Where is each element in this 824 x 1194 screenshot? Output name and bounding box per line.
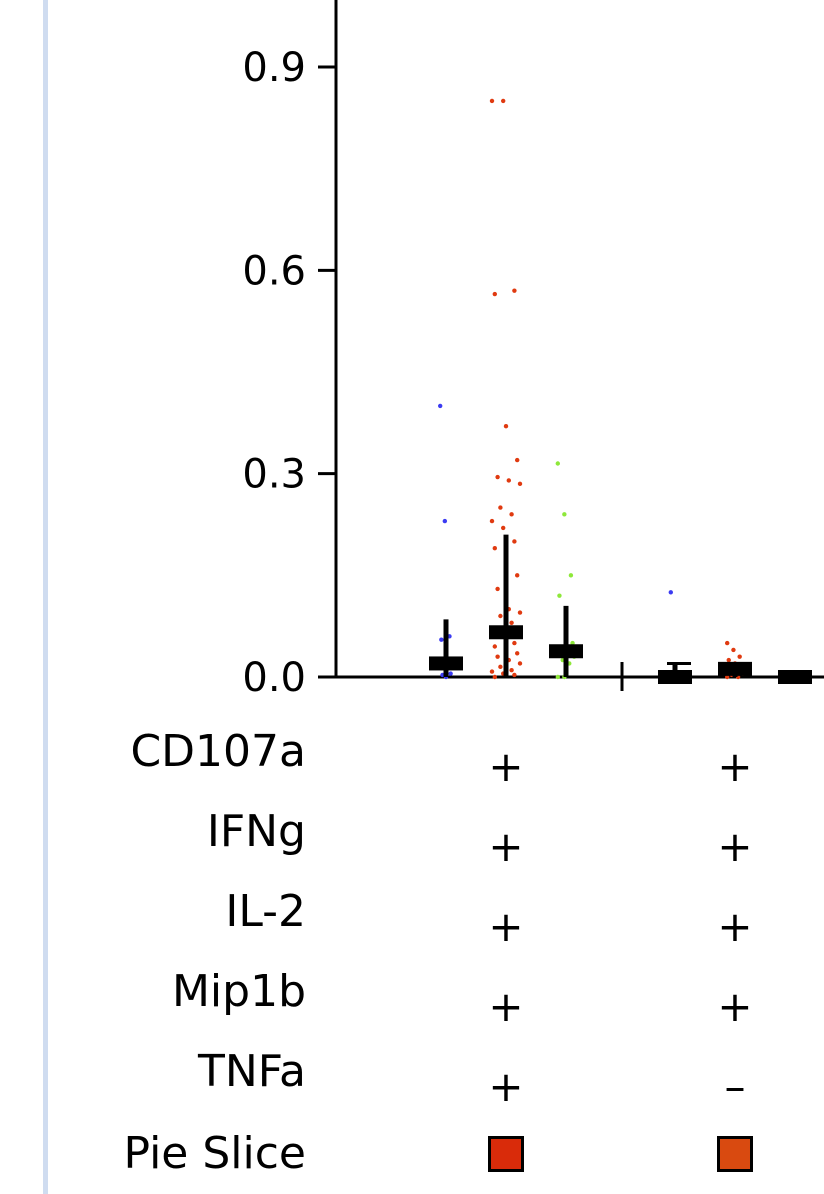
marker-sign: +	[717, 822, 753, 871]
data-point	[737, 654, 742, 659]
data-point	[495, 586, 500, 592]
data-point	[517, 610, 523, 615]
data-point	[489, 518, 495, 524]
data-point	[568, 573, 574, 578]
data-point	[512, 640, 517, 646]
data-point	[498, 664, 503, 670]
row-label-ifng: IFNg	[206, 806, 306, 857]
median-bar	[429, 656, 463, 671]
data-point	[515, 457, 520, 463]
data-point	[512, 539, 517, 544]
data-point	[570, 640, 575, 646]
data-point	[489, 98, 495, 104]
median-bar	[549, 644, 583, 659]
data-point	[555, 674, 560, 680]
data-point	[498, 613, 503, 619]
marker-sign: +	[717, 902, 753, 951]
data-point	[515, 651, 520, 656]
data-point	[506, 478, 511, 483]
data-point	[668, 590, 673, 595]
marker-sign: +	[488, 902, 524, 951]
data-point	[555, 461, 560, 466]
data-point	[726, 657, 731, 663]
data-point	[725, 674, 730, 680]
data-point	[503, 424, 509, 429]
data-point	[439, 637, 444, 642]
data-point	[515, 573, 520, 578]
marker-sign: +	[488, 822, 524, 871]
pie-slice-swatch	[488, 1136, 524, 1172]
row-label-il-2: IL-2	[225, 886, 306, 937]
data-point	[501, 525, 506, 531]
data-point	[492, 674, 497, 680]
marker-sign: +	[717, 982, 753, 1031]
y-tick-label: 0.9	[242, 45, 306, 91]
median-bar	[778, 670, 812, 684]
data-point	[562, 512, 567, 517]
median-bar	[658, 670, 692, 684]
data-point	[495, 654, 500, 659]
data-point	[495, 474, 500, 480]
marker-sign: +	[488, 982, 524, 1031]
data-point	[438, 403, 443, 409]
pie-slice-swatch	[717, 1136, 753, 1172]
data-point	[498, 505, 503, 510]
row-label-cd107a: CD107a	[130, 726, 306, 777]
y-tick-label: 0.3	[242, 452, 306, 498]
data-point	[509, 512, 514, 517]
data-point	[492, 291, 497, 297]
y-tick-label: 0.0	[242, 655, 306, 701]
data-point	[731, 647, 736, 653]
row-label-pie-slice: Pie Slice	[123, 1128, 307, 1179]
data-point	[448, 671, 453, 676]
left-panel-border	[43, 0, 48, 1194]
row-label-tnfa: TNFa	[197, 1046, 306, 1097]
marker-sign: +	[488, 742, 524, 791]
median-bar	[718, 661, 752, 676]
data-point	[517, 661, 523, 666]
marker-sign: +	[717, 742, 753, 791]
data-point	[509, 620, 514, 625]
data-point	[501, 98, 506, 104]
marker-sign: –	[724, 1062, 746, 1111]
marker-sign: +	[488, 1062, 524, 1111]
data-point	[489, 669, 495, 674]
row-label-mip1b: Mip1b	[171, 966, 306, 1017]
median-bar	[489, 625, 523, 640]
data-point	[512, 288, 517, 293]
data-point	[492, 546, 497, 551]
data-point	[725, 640, 730, 646]
data-point	[442, 518, 448, 524]
data-point	[512, 672, 517, 678]
data-point	[492, 644, 497, 649]
data-point	[517, 481, 523, 487]
data-point	[509, 668, 514, 673]
y-tick-label: 0.6	[242, 248, 306, 294]
data-point	[557, 593, 562, 598]
